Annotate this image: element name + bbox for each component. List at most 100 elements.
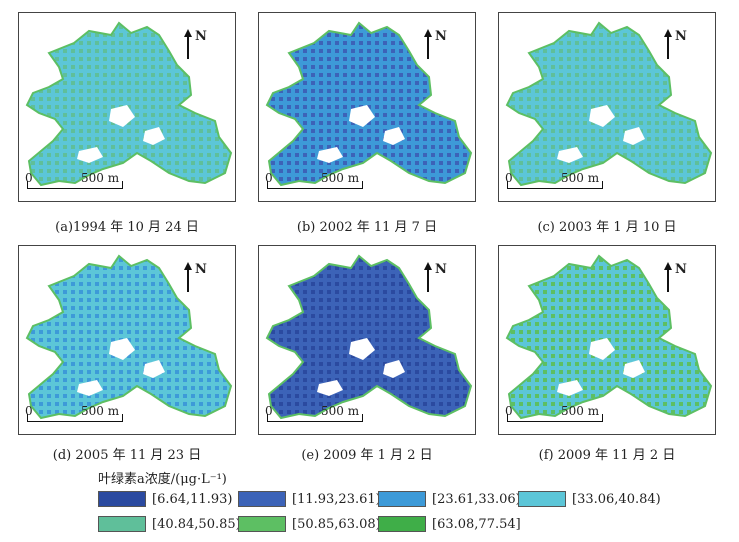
legend-item: [11.93,23.61) — [238, 490, 381, 508]
scale-zero-label: 0 — [25, 171, 33, 185]
panel-caption-d: (d) 2005 年 11 月 23 日 — [52, 448, 202, 463]
panel-caption-b: (b) 2002 年 11 月 7 日 — [296, 220, 438, 235]
island — [77, 380, 103, 396]
north-label: N — [195, 262, 207, 277]
north-label: N — [435, 262, 447, 277]
island — [557, 380, 583, 396]
legend-label: [6.64,11.93) — [152, 491, 233, 507]
scale-distance-label: 500 m — [81, 404, 120, 418]
island — [349, 338, 375, 360]
legend-item: [63.08,77.54] — [378, 515, 521, 533]
map-panel-c: N 0 500 m — [498, 12, 716, 202]
island — [623, 360, 645, 378]
lake-map-c — [505, 21, 713, 187]
north-arrow-icon — [184, 29, 192, 59]
scale-bar: 0 500 m — [265, 404, 385, 426]
island — [143, 360, 165, 378]
legend-item: [40.84,50.85) — [98, 515, 241, 533]
island — [109, 338, 135, 360]
north-arrow-icon — [184, 262, 192, 292]
scale-bar: 0 500 m — [25, 171, 145, 193]
scale-bar: 0 500 m — [505, 404, 625, 426]
island — [557, 147, 583, 163]
scale-bar-line — [267, 414, 363, 422]
legend-label: [50.85,63.08) — [292, 516, 381, 532]
legend-label: [23.61,33.06) — [432, 491, 521, 507]
scale-zero-label: 0 — [265, 404, 273, 418]
scale-distance-label: 500 m — [81, 171, 120, 185]
panel-caption-a: (a)1994 年 10 月 24 日 — [55, 220, 199, 235]
scale-bar-line — [507, 414, 603, 422]
north-arrow-icon — [664, 29, 672, 59]
lake-water-area — [505, 21, 713, 187]
north-arrow: N — [659, 27, 699, 63]
legend-label: [11.93,23.61) — [292, 491, 381, 507]
scale-distance-label: 500 m — [561, 404, 600, 418]
lake-map-a — [25, 21, 233, 187]
north-label: N — [435, 29, 447, 44]
north-arrow: N — [179, 27, 219, 63]
scale-zero-label: 0 — [25, 404, 33, 418]
island — [623, 127, 645, 145]
legend-swatch — [238, 516, 286, 532]
lake-water-area — [505, 254, 713, 420]
north-arrow: N — [419, 27, 459, 63]
island — [349, 105, 375, 127]
legend-title: 叶绿素a浓度/(μg·L⁻¹) — [98, 472, 227, 487]
north-arrow-icon — [424, 29, 432, 59]
lake-map-d — [25, 254, 233, 420]
map-panel-d: N 0 500 m — [18, 245, 236, 435]
island — [589, 338, 615, 360]
island — [77, 147, 103, 163]
legend-swatch — [238, 491, 286, 507]
panel-caption-c: (c) 2003 年 1 月 10 日 — [537, 220, 677, 235]
lake-water-area — [25, 21, 233, 187]
scale-distance-label: 500 m — [561, 171, 600, 185]
north-label: N — [675, 262, 687, 277]
legend-swatch — [378, 491, 426, 507]
map-panel-a: N 0 500 m — [18, 12, 236, 202]
island — [317, 147, 343, 163]
scale-zero-label: 0 — [505, 404, 513, 418]
map-panel-b: N 0 500 m — [258, 12, 476, 202]
legend-item: [50.85,63.08) — [238, 515, 381, 533]
scale-zero-label: 0 — [505, 171, 513, 185]
lake-map-b — [265, 21, 473, 187]
island — [317, 380, 343, 396]
lake-water-area — [265, 21, 473, 187]
legend-item: [6.64,11.93) — [98, 490, 232, 508]
lake-water-area — [265, 254, 473, 420]
north-label: N — [195, 29, 207, 44]
island — [589, 105, 615, 127]
north-arrow: N — [179, 260, 219, 296]
scale-bar-line — [507, 181, 603, 189]
north-label: N — [675, 29, 687, 44]
scale-distance-label: 500 m — [321, 171, 360, 185]
legend-label: [63.08,77.54] — [432, 516, 521, 532]
island — [143, 127, 165, 145]
scale-bar: 0 500 m — [505, 171, 625, 193]
map-panel-e: N 0 500 m — [258, 245, 476, 435]
north-arrow-icon — [664, 262, 672, 292]
scale-bar-line — [267, 181, 363, 189]
panel-caption-e: (e) 2009 年 1 月 2 日 — [301, 448, 433, 463]
legend-label: [40.84,50.85) — [152, 516, 241, 532]
lake-map-f — [505, 254, 713, 420]
panel-caption-f: (f) 2009 年 11 月 2 日 — [538, 448, 676, 463]
lake-water-area — [25, 254, 233, 420]
lake-map-e — [265, 254, 473, 420]
island — [383, 360, 405, 378]
legend-swatch — [378, 516, 426, 532]
north-arrow: N — [419, 260, 459, 296]
north-arrow: N — [659, 260, 699, 296]
legend-label: [33.06,40.84) — [572, 491, 661, 507]
scale-bar-line — [27, 414, 123, 422]
map-panel-f: N 0 500 m — [498, 245, 716, 435]
scale-zero-label: 0 — [265, 171, 273, 185]
north-arrow-icon — [424, 262, 432, 292]
scale-bar: 0 500 m — [265, 171, 385, 193]
legend-swatch — [98, 516, 146, 532]
legend-swatch — [98, 491, 146, 507]
island — [383, 127, 405, 145]
legend-item: [33.06,40.84) — [518, 490, 661, 508]
